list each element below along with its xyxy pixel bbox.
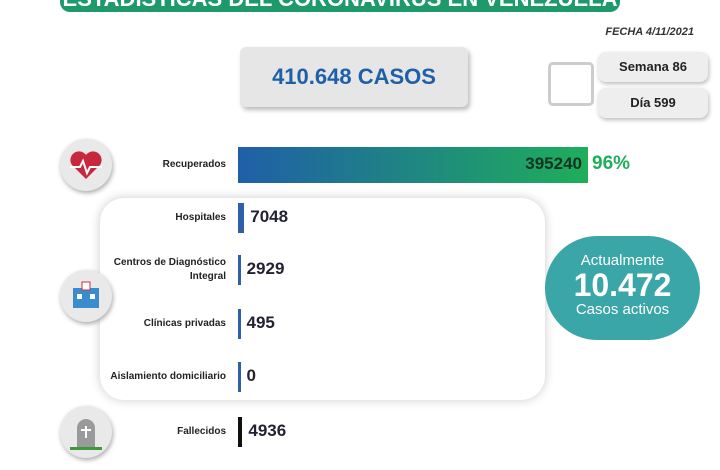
value-label: 395240: [525, 154, 582, 173]
panel: [100, 198, 545, 400]
value-label: 2929: [246, 259, 285, 278]
heart-icon: [60, 139, 112, 191]
bar: [238, 255, 241, 285]
bar: [238, 309, 241, 339]
row-label: Aislamiento domiciliario: [96, 363, 226, 391]
value-label: 7048: [250, 207, 289, 226]
row-label: Centros de Diagnóstico Integral: [96, 256, 226, 284]
week: Semana 86: [598, 52, 708, 82]
grave-icon: [60, 406, 112, 458]
value-label: 0: [246, 366, 256, 385]
bar: [238, 147, 588, 183]
row-label: Clínicas privadas: [96, 310, 226, 338]
hospital: [73, 281, 99, 308]
heart: [70, 151, 102, 179]
bar: [238, 203, 245, 233]
day: Día 599: [598, 88, 708, 118]
row-label-text: Centros de Diagnóstico Integral: [113, 257, 226, 282]
title: ESTADÍSTICAS DEL CORONAVIRUS EN VENEZUEL…: [60, 0, 620, 12]
grave: [70, 419, 102, 450]
bar: [238, 417, 243, 447]
bar: [238, 362, 241, 392]
row-label: Hospitales: [96, 204, 226, 232]
row-label-text: Hospitales: [175, 212, 226, 223]
date: FECHA 4/11/2021: [605, 26, 694, 38]
value-label: 495: [246, 313, 275, 332]
row-label-text: Clínicas privadas: [143, 318, 226, 329]
value-label: 4936: [248, 421, 287, 440]
hospital-icon: [60, 270, 112, 322]
active-value: 10.472: [573, 267, 672, 303]
row-label-text: Recuperados: [162, 159, 226, 170]
row-label: Fallecidos: [96, 418, 226, 446]
row-label-text: Fallecidos: [177, 426, 226, 437]
active-cases: Actualmente 10.472 Casos activos: [545, 236, 700, 340]
active-caption: Casos activos: [575, 301, 670, 318]
row-label-text: Aislamiento domiciliario: [110, 371, 226, 382]
calendar-icon: [548, 62, 594, 106]
total-cases: 410.648 CASOS: [240, 47, 468, 107]
row-label: Recuperados: [96, 151, 226, 179]
percent-label: 96%: [592, 153, 631, 174]
active-heading: Actualmente: [580, 252, 665, 269]
